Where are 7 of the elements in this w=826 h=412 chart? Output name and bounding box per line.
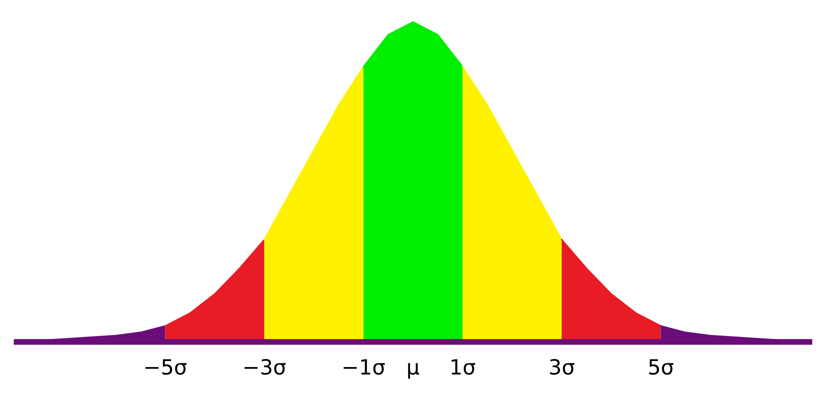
x-tick-label: μ (408, 363, 420, 379)
x-tick-label: −5σ (145, 359, 187, 375)
x-tick-label: −1σ (344, 359, 385, 375)
x-tick-label: −3σ (244, 358, 286, 375)
x-tick-label: 3σ (550, 358, 574, 375)
x-tick-label: 1σ (452, 359, 476, 375)
x-tick-label: 5σ (649, 359, 674, 375)
